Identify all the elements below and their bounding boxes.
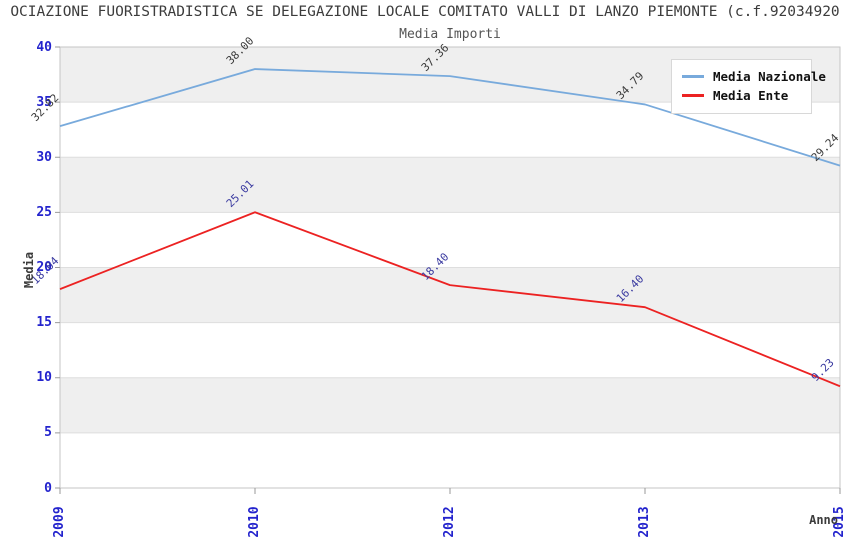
x-tick-label: 2013 (637, 506, 652, 538)
series-line-media-ente (59, 211, 841, 388)
legend-label: Media Ente (713, 88, 789, 103)
y-tick-label: 25 (36, 204, 52, 220)
y-tick-label: 35 (36, 94, 52, 110)
chart-subtitle: Media Importi (399, 27, 501, 42)
plot-band (60, 157, 840, 213)
y-tick-label: 10 (36, 370, 52, 386)
y-tick-label: 20 (36, 260, 52, 275)
y-tick-label: 40 (36, 39, 52, 55)
plot-band (60, 377, 840, 433)
y-tick-label: 15 (36, 315, 52, 331)
y-tick-label: 0 (44, 480, 52, 496)
y-tick-label: 5 (44, 425, 52, 441)
legend-label: Media Nazionale (713, 69, 826, 84)
chart-title: OCIAZIONE FUORISTRADISTICA SE DELEGAZION… (10, 4, 840, 20)
x-tick-label: 2010 (247, 506, 262, 538)
legend-swatch-media-ente (682, 94, 704, 97)
legend: Media Nazionale Media Ente (671, 59, 826, 114)
plot-band (60, 267, 840, 323)
y-axis-title: Media (22, 251, 36, 289)
x-tick-label: 2012 (442, 506, 457, 538)
x-tick-label: 2009 (52, 506, 67, 538)
legend-item-media-ente: Media Ente (682, 87, 801, 104)
x-axis-title: Anno (809, 513, 838, 527)
legend-swatch-media-nazionale (682, 75, 704, 78)
y-tick-label: 30 (36, 149, 52, 165)
legend-item-media-nazionale: Media Nazionale (682, 68, 826, 85)
series-line-media-nazionale (59, 68, 841, 167)
